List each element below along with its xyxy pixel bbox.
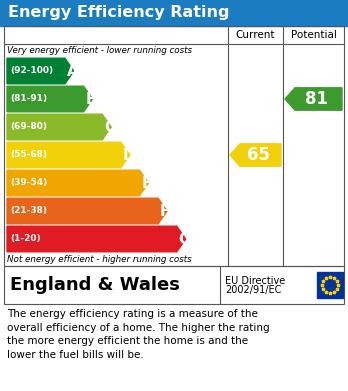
Text: (81-91): (81-91) <box>10 95 47 104</box>
Text: C: C <box>104 120 115 135</box>
Text: Energy Efficiency Rating: Energy Efficiency Rating <box>8 5 229 20</box>
Polygon shape <box>7 170 149 196</box>
Text: (69-80): (69-80) <box>10 122 47 131</box>
Text: Very energy efficient - lower running costs: Very energy efficient - lower running co… <box>7 46 192 55</box>
Text: D: D <box>123 147 135 163</box>
Text: Potential: Potential <box>291 30 337 40</box>
Text: A: A <box>67 63 79 79</box>
Polygon shape <box>230 144 281 166</box>
Polygon shape <box>7 226 186 252</box>
Text: 65: 65 <box>247 146 270 164</box>
Polygon shape <box>285 88 342 110</box>
Polygon shape <box>7 114 111 140</box>
Text: (1-20): (1-20) <box>10 235 41 244</box>
Polygon shape <box>7 86 93 112</box>
Text: G: G <box>179 231 191 246</box>
Text: EU Directive: EU Directive <box>225 276 285 286</box>
Polygon shape <box>7 198 167 224</box>
Text: E: E <box>142 176 152 190</box>
Text: 2002/91/EC: 2002/91/EC <box>225 285 282 295</box>
Text: (21-38): (21-38) <box>10 206 47 215</box>
Bar <box>4 26 344 266</box>
Text: The energy efficiency rating is a measure of the
overall efficiency of a home. T: The energy efficiency rating is a measur… <box>7 309 270 360</box>
Text: Current: Current <box>236 30 275 40</box>
Polygon shape <box>7 142 130 168</box>
Text: (55-68): (55-68) <box>10 151 47 160</box>
Polygon shape <box>7 58 74 84</box>
Text: B: B <box>86 91 97 106</box>
Bar <box>4 266 344 304</box>
Text: (39-54): (39-54) <box>10 179 47 188</box>
Text: (92-100): (92-100) <box>10 66 53 75</box>
Text: Not energy efficient - higher running costs: Not energy efficient - higher running co… <box>7 255 192 264</box>
Text: England & Wales: England & Wales <box>10 276 180 294</box>
Bar <box>0 0 348 26</box>
Text: 81: 81 <box>305 90 328 108</box>
Text: F: F <box>160 203 171 219</box>
Bar <box>317 272 343 298</box>
